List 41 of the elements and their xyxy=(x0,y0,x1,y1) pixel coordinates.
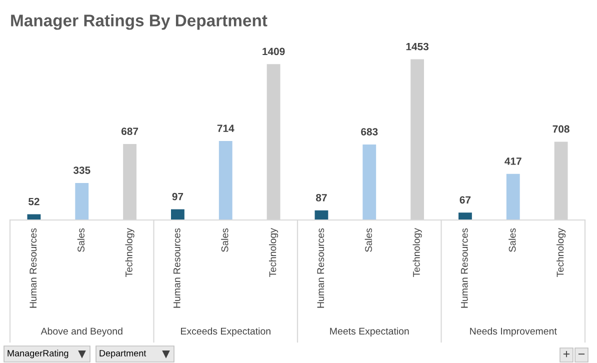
data-label: 52 xyxy=(28,198,40,206)
bar xyxy=(314,210,328,220)
data-label: 87 xyxy=(316,194,327,202)
x-tick-label: Above and Beyond xyxy=(40,327,122,337)
text: Technology xyxy=(269,228,278,277)
text: Human Resources xyxy=(317,228,324,308)
text: − xyxy=(578,354,585,355)
text: Sales xyxy=(77,228,84,252)
text: Sales xyxy=(221,228,228,252)
x-tick-label: Exceeds Expectation xyxy=(181,327,270,337)
bar xyxy=(75,182,89,220)
bar xyxy=(27,214,41,220)
data-label: 335 xyxy=(73,166,90,174)
text: Human Resources xyxy=(174,228,180,308)
data-label: 67 xyxy=(460,196,471,204)
bar xyxy=(362,144,376,220)
x-tick-label: Needs Improvement xyxy=(470,327,557,337)
data-label: 97 xyxy=(172,192,184,200)
bar xyxy=(218,141,232,220)
text: ManagerRating xyxy=(8,350,68,358)
data-label: 708 xyxy=(552,125,570,133)
text: Technology xyxy=(412,228,422,277)
data-label: 714 xyxy=(217,124,234,132)
bar xyxy=(506,174,520,220)
bar xyxy=(171,209,184,220)
data-label: 1409 xyxy=(262,48,285,56)
x-tick-label: Meets Expectation xyxy=(330,327,409,337)
data-label: 1453 xyxy=(406,42,429,50)
text: Sales xyxy=(508,228,516,252)
text: Department xyxy=(100,350,146,358)
text: Technology xyxy=(556,228,566,277)
data-label: 417 xyxy=(504,158,522,165)
text: Human Resources xyxy=(461,228,468,308)
data-label: 687 xyxy=(121,128,138,136)
bar xyxy=(458,212,472,220)
text: Sales xyxy=(364,228,372,252)
text: Technology xyxy=(125,228,134,277)
chart-title: Manager Ratings By Department xyxy=(11,14,268,30)
text: Human Resources xyxy=(30,228,37,308)
text: + xyxy=(563,351,570,358)
data-label: 683 xyxy=(361,128,378,136)
